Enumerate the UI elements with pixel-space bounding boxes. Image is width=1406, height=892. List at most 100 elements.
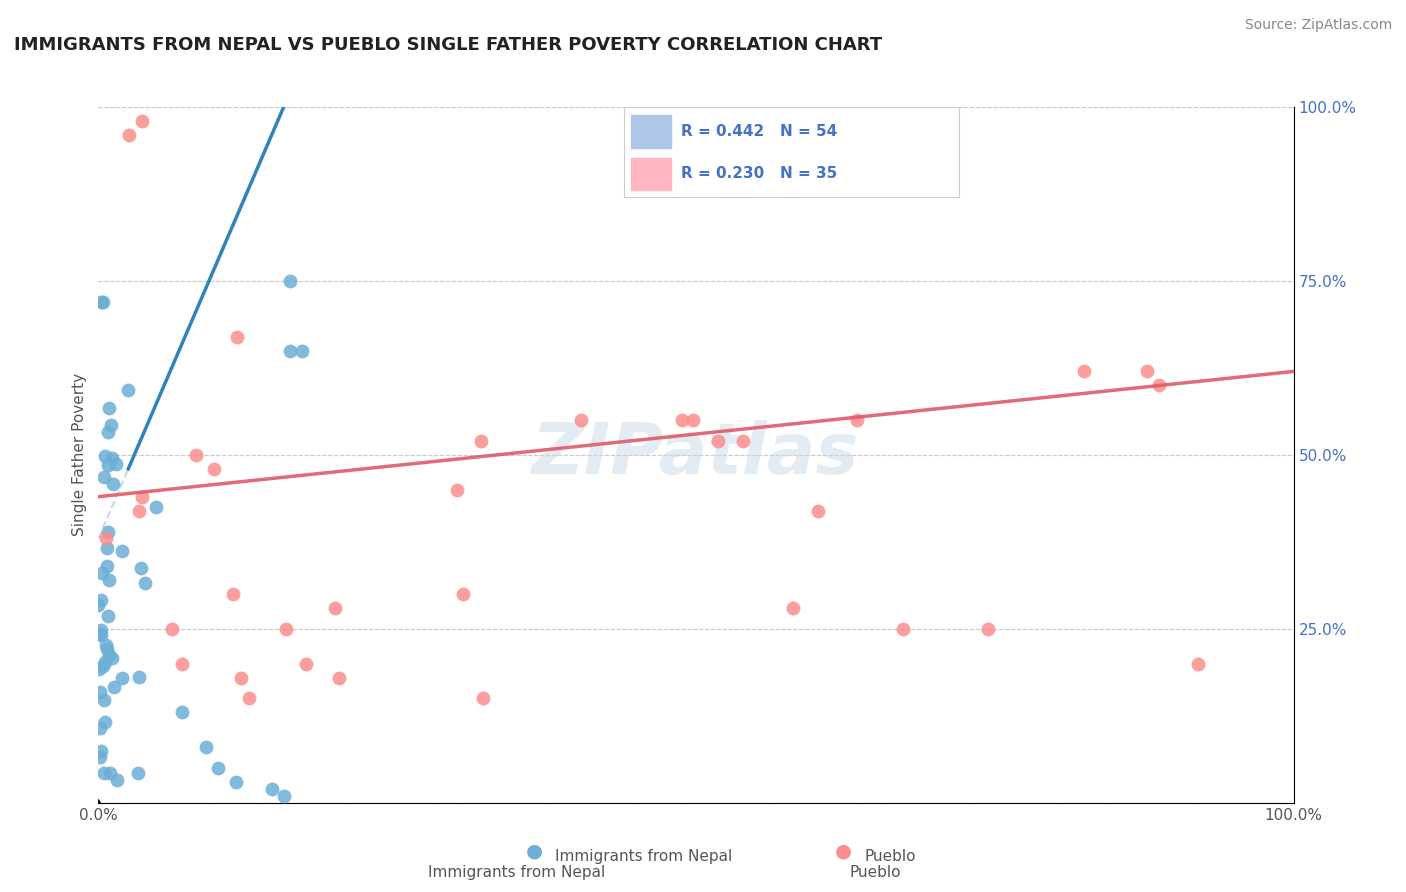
Point <box>846 413 869 427</box>
Text: ●: ● <box>835 841 852 860</box>
Point <box>103 681 125 695</box>
Point <box>207 761 229 775</box>
Point <box>184 448 207 462</box>
Point <box>100 650 122 665</box>
Point <box>127 766 149 780</box>
Point <box>118 128 141 142</box>
Point <box>671 413 693 427</box>
Point <box>87 598 110 612</box>
Text: ●: ● <box>526 841 543 860</box>
Text: Pueblo: Pueblo <box>865 849 917 863</box>
Point <box>451 587 474 601</box>
Point <box>129 561 152 575</box>
Point <box>94 715 117 730</box>
Point <box>111 671 134 685</box>
Point <box>97 608 120 623</box>
Point <box>89 627 111 641</box>
Point <box>278 343 301 358</box>
Point <box>172 706 194 720</box>
Y-axis label: Single Father Poverty: Single Father Poverty <box>72 374 87 536</box>
Point <box>98 401 121 415</box>
Point <box>94 449 117 463</box>
Point <box>160 622 183 636</box>
Point <box>89 749 111 764</box>
Point <box>260 781 283 796</box>
Point <box>96 642 118 657</box>
Point <box>278 274 301 288</box>
Point <box>111 543 134 558</box>
Point <box>1187 657 1209 671</box>
Point <box>128 670 150 684</box>
Point <box>105 458 128 472</box>
Point <box>93 692 115 706</box>
Text: Pueblo: Pueblo <box>849 865 901 880</box>
Point <box>131 114 153 128</box>
Point <box>96 558 118 573</box>
Point <box>225 775 247 789</box>
Point <box>170 657 193 671</box>
Point <box>276 622 298 636</box>
Text: Immigrants from Nepal: Immigrants from Nepal <box>555 849 733 863</box>
Point <box>194 740 218 755</box>
Point <box>323 601 346 615</box>
Text: IMMIGRANTS FROM NEPAL VS PUEBLO SINGLE FATHER POVERTY CORRELATION CHART: IMMIGRANTS FROM NEPAL VS PUEBLO SINGLE F… <box>14 36 882 54</box>
Point <box>91 658 114 673</box>
Point <box>294 657 316 671</box>
Point <box>131 490 153 504</box>
Point <box>97 425 120 440</box>
Point <box>145 500 167 515</box>
Point <box>91 294 114 309</box>
Point <box>134 576 156 591</box>
Point <box>97 458 120 472</box>
Point <box>94 638 117 652</box>
Point <box>94 655 117 669</box>
Point <box>97 524 120 539</box>
Point <box>471 691 494 706</box>
Point <box>101 477 124 491</box>
Point <box>707 434 730 448</box>
Point <box>1136 364 1159 378</box>
Point <box>94 532 117 546</box>
Point <box>782 601 804 615</box>
Point <box>446 483 468 497</box>
Point <box>328 671 350 685</box>
Point <box>87 663 110 677</box>
Point <box>222 587 245 601</box>
Point <box>682 413 704 427</box>
Point <box>105 772 128 787</box>
Point <box>731 434 754 448</box>
Point <box>89 685 111 699</box>
Point <box>90 628 112 642</box>
Point <box>93 469 115 483</box>
Text: ZIPatlas: ZIPatlas <box>533 420 859 490</box>
Point <box>807 503 830 517</box>
Point <box>100 417 122 432</box>
FancyArrow shape <box>97 799 100 803</box>
Point <box>273 789 295 803</box>
Point <box>90 624 112 638</box>
Point <box>100 766 122 780</box>
Point <box>117 384 139 398</box>
Point <box>98 648 121 663</box>
Point <box>291 343 314 358</box>
Point <box>93 765 115 780</box>
Point <box>90 592 112 607</box>
Point <box>569 413 592 427</box>
Point <box>89 721 111 735</box>
Point <box>90 744 112 758</box>
Text: Source: ZipAtlas.com: Source: ZipAtlas.com <box>1244 18 1392 32</box>
Point <box>226 329 249 343</box>
Point <box>1073 364 1095 378</box>
Point <box>101 450 124 465</box>
Point <box>90 566 112 581</box>
Point <box>97 574 120 588</box>
Point <box>128 503 150 517</box>
Text: Immigrants from Nepal: Immigrants from Nepal <box>427 865 606 880</box>
Point <box>470 434 492 448</box>
Point <box>202 462 225 476</box>
Point <box>96 541 118 555</box>
Point <box>90 294 112 309</box>
Point <box>893 622 915 636</box>
Point <box>238 691 260 706</box>
Point <box>229 671 252 685</box>
